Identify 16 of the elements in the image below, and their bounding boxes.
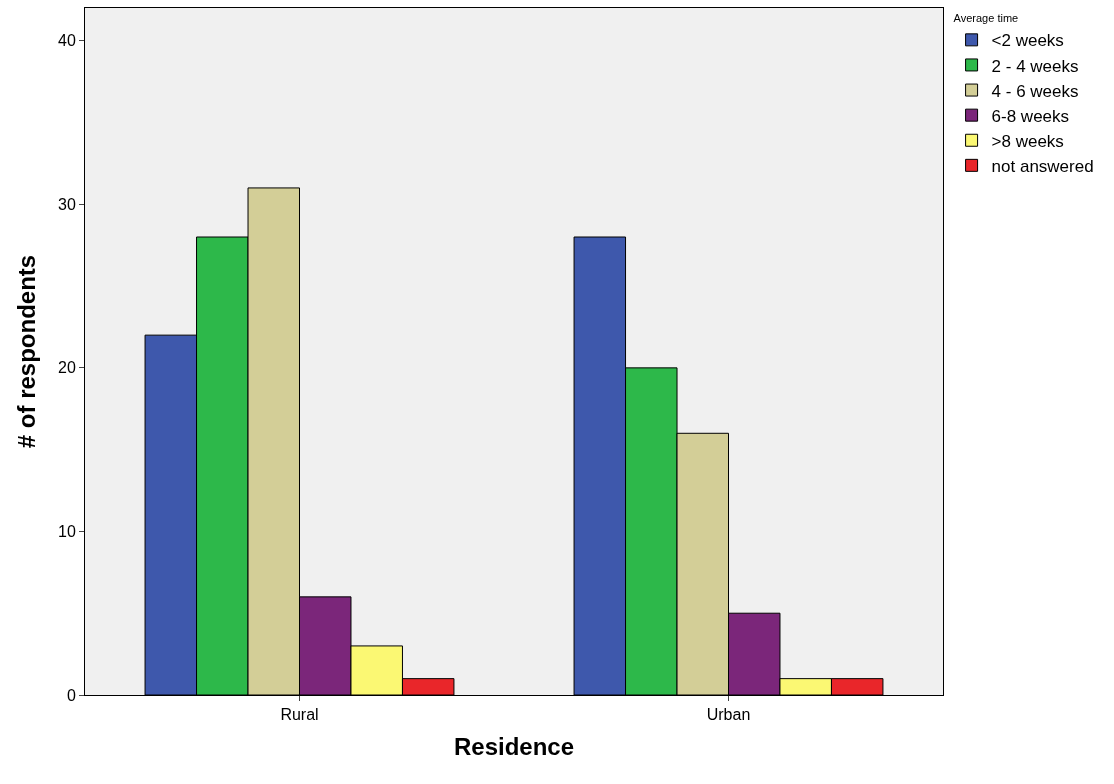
y-tick-label: 20: [58, 359, 76, 377]
y-tick-label: 40: [58, 32, 76, 50]
legend-title: Average time: [953, 12, 1019, 25]
x-axis-title: Residence: [453, 732, 575, 760]
legend-label: 4 - 6 weeks: [991, 81, 1079, 101]
y-tick-label: 0: [66, 686, 76, 704]
legend-label: <2 weeks: [991, 31, 1064, 51]
x-tick-label: Urban: [706, 706, 751, 724]
y-tick-label: 30: [58, 195, 76, 213]
legend-label: >8 weeks: [991, 131, 1064, 151]
legend-label: 2 - 4 weeks: [991, 56, 1079, 76]
legend-label: not answered: [991, 156, 1094, 176]
legend-label: 6-8 weeks: [991, 106, 1070, 126]
y-tick-label: 10: [58, 523, 76, 541]
x-tick-label: Rural: [280, 706, 319, 724]
y-axis-title: # of respondents: [13, 254, 41, 449]
